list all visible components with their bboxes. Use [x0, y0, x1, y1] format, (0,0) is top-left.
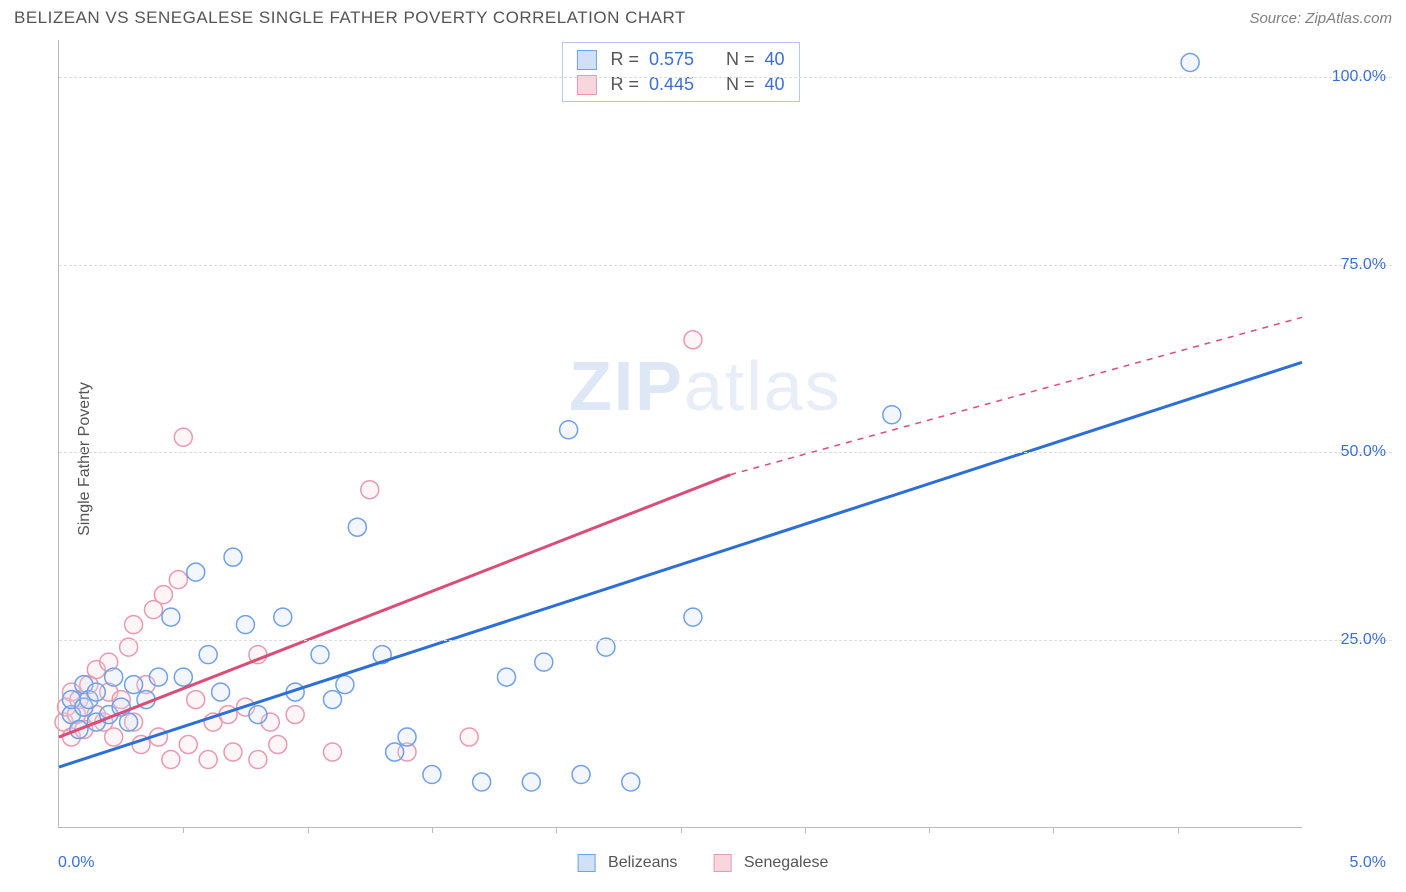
swatch-icon	[578, 854, 596, 872]
legend-label: Senegalese	[744, 854, 829, 871]
n-value: 40	[765, 49, 785, 70]
legend-item-senegalese: Senegalese	[713, 854, 828, 872]
legend-item-belizeans: Belizeans	[578, 854, 678, 872]
chart-svg	[59, 40, 1302, 827]
swatch-icon	[576, 50, 596, 70]
source-attribution: Source: ZipAtlas.com	[1249, 10, 1392, 27]
x-axis-max-label: 5.0%	[1350, 854, 1386, 872]
legend-row-senegalese: R = 0.445 N = 40	[576, 72, 784, 97]
chart-title: BELIZEAN VS SENEGALESE SINGLE FATHER POV…	[14, 8, 686, 28]
chart-container: Single Father Poverty ZIPatlas R = 0.575…	[14, 40, 1392, 878]
y-tick-label: 50.0%	[1341, 443, 1386, 461]
y-tick-label: 75.0%	[1341, 256, 1386, 274]
n-label: N =	[726, 49, 755, 70]
x-axis-min-label: 0.0%	[58, 854, 94, 872]
legend-label: Belizeans	[608, 854, 677, 871]
y-tick-label: 100.0%	[1332, 68, 1386, 86]
legend-series: Belizeans Senegalese	[578, 854, 829, 872]
legend-correlation: R = 0.575 N = 40 R = 0.445 N = 40	[561, 42, 799, 102]
legend-row-belizeans: R = 0.575 N = 40	[576, 47, 784, 72]
r-label: R =	[610, 49, 639, 70]
r-value: 0.575	[649, 49, 694, 70]
swatch-icon	[713, 854, 731, 872]
plot-area: ZIPatlas R = 0.575 N = 40 R = 0.445 N = …	[58, 40, 1302, 828]
y-tick-label: 25.0%	[1341, 631, 1386, 649]
